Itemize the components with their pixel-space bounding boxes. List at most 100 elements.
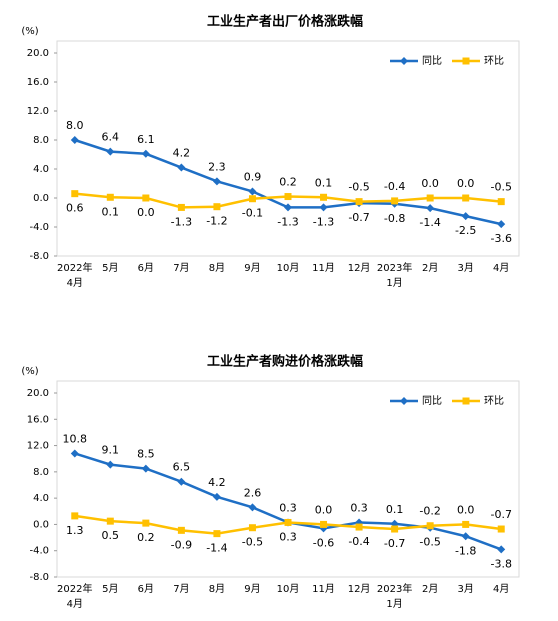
marker bbox=[248, 503, 257, 512]
plot-frame bbox=[56, 380, 520, 578]
marker bbox=[142, 519, 150, 527]
y-tick-label: 20.0 bbox=[27, 388, 49, 399]
y-tick-label: 16.0 bbox=[27, 77, 49, 88]
marker bbox=[391, 525, 399, 533]
value-label: 0.0 bbox=[457, 177, 475, 190]
value-label: -0.7 bbox=[490, 508, 511, 521]
marker bbox=[497, 220, 506, 229]
marker bbox=[462, 194, 470, 202]
marker bbox=[177, 526, 185, 534]
marker bbox=[248, 524, 256, 532]
value-label: 0.3 bbox=[279, 530, 297, 543]
marker bbox=[71, 512, 79, 520]
x-tick-label: 8月 bbox=[209, 262, 225, 274]
legend-marker bbox=[400, 57, 408, 65]
y-tick-label: 4.0 bbox=[33, 164, 49, 175]
x-tick-label: 4月 bbox=[493, 583, 509, 595]
x-tick-label: 1月 bbox=[386, 277, 402, 289]
y-tick-label: 12.0 bbox=[27, 106, 49, 117]
x-tick-label: 4月 bbox=[67, 598, 83, 610]
chart-title: 工业生产者购进价格涨跌幅 bbox=[207, 354, 363, 370]
marker bbox=[106, 460, 115, 469]
marker bbox=[70, 449, 79, 458]
value-label: 0.9 bbox=[244, 170, 262, 183]
value-label: 0.1 bbox=[102, 205, 120, 218]
value-label: 2.6 bbox=[244, 486, 262, 499]
value-label: -0.2 bbox=[419, 505, 440, 518]
x-tick-label: 6月 bbox=[138, 583, 154, 595]
marker bbox=[142, 194, 150, 202]
marker bbox=[497, 198, 505, 206]
value-label: -0.4 bbox=[348, 535, 369, 548]
marker bbox=[355, 523, 363, 531]
x-tick-label: 12月 bbox=[348, 262, 371, 274]
value-label: 6.5 bbox=[173, 461, 191, 474]
value-label: 0.1 bbox=[315, 176, 333, 189]
marker bbox=[212, 177, 221, 186]
y-tick-label: 0.0 bbox=[33, 519, 49, 530]
value-label: -0.5 bbox=[242, 536, 263, 549]
y-tick-label: 8.0 bbox=[33, 467, 49, 478]
marker bbox=[462, 520, 470, 528]
x-tick-label: 11月 bbox=[312, 583, 335, 595]
value-label: 9.1 bbox=[102, 444, 120, 457]
x-tick-label: 2023年 bbox=[377, 582, 412, 595]
marker bbox=[177, 477, 186, 486]
marker bbox=[497, 545, 506, 554]
x-tick-label: 4月 bbox=[493, 262, 509, 274]
value-label: -1.3 bbox=[277, 215, 298, 228]
y-tick-label: -8.0 bbox=[29, 572, 49, 583]
y-tick-label: 16.0 bbox=[27, 414, 49, 425]
marker bbox=[248, 187, 257, 196]
x-tick-label: 5月 bbox=[102, 583, 118, 595]
value-label: -0.4 bbox=[384, 180, 405, 193]
marker bbox=[141, 149, 150, 158]
marker bbox=[70, 136, 79, 144]
legend-label: 环比 bbox=[484, 55, 504, 67]
value-label: 0.2 bbox=[279, 176, 297, 189]
y-tick-label: 20.0 bbox=[27, 48, 49, 59]
plot-frame bbox=[56, 40, 520, 257]
x-tick-label: 3月 bbox=[458, 583, 474, 595]
marker bbox=[106, 517, 114, 525]
x-tick-label: 3月 bbox=[458, 262, 474, 274]
value-label: 0.1 bbox=[386, 503, 404, 516]
legend-marker bbox=[400, 397, 408, 405]
marker bbox=[320, 520, 328, 528]
value-label: 0.0 bbox=[315, 503, 333, 516]
marker bbox=[71, 190, 79, 198]
x-tick-label: 7月 bbox=[173, 262, 189, 274]
marker bbox=[497, 525, 505, 533]
value-label: 0.0 bbox=[457, 503, 475, 516]
value-label: -1.2 bbox=[206, 215, 227, 228]
value-label: 10.8 bbox=[63, 432, 88, 445]
marker bbox=[177, 203, 185, 211]
value-label: -0.5 bbox=[490, 181, 511, 194]
marker bbox=[284, 518, 292, 526]
value-label: 0.0 bbox=[137, 206, 155, 219]
x-tick-label: 2022年 bbox=[57, 582, 92, 595]
x-tick-label: 10月 bbox=[277, 583, 300, 595]
x-tick-label: 5月 bbox=[102, 262, 118, 274]
marker bbox=[319, 203, 328, 212]
x-tick-label: 9月 bbox=[244, 583, 260, 595]
marker bbox=[426, 194, 434, 202]
value-label: -1.4 bbox=[419, 216, 440, 229]
value-label: -0.1 bbox=[242, 207, 263, 220]
value-label: 0.2 bbox=[137, 531, 155, 544]
x-tick-label: 12月 bbox=[348, 583, 371, 595]
x-tick-label: 8月 bbox=[209, 583, 225, 595]
legend-label: 同比 bbox=[422, 55, 442, 67]
value-label: -1.4 bbox=[206, 542, 227, 555]
marker bbox=[141, 464, 150, 473]
value-label: -0.7 bbox=[348, 211, 369, 224]
marker bbox=[391, 197, 399, 205]
x-tick-label: 1月 bbox=[386, 598, 402, 610]
value-label: 8.0 bbox=[66, 119, 84, 132]
y-tick-label: -4.0 bbox=[29, 546, 49, 557]
value-label: -0.5 bbox=[348, 181, 369, 194]
marker bbox=[284, 203, 292, 212]
value-label: -1.8 bbox=[455, 544, 476, 557]
y-tick-label: -4.0 bbox=[29, 222, 49, 233]
